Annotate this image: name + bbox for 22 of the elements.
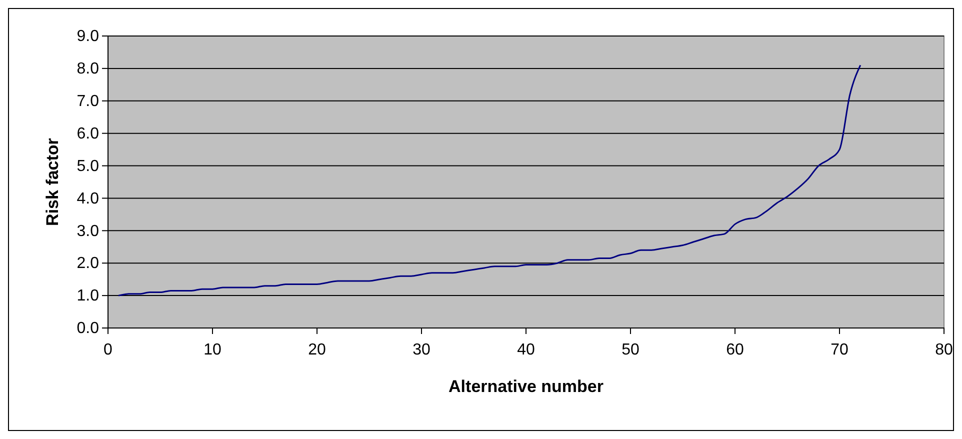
y-tick-label: 3.0 [76, 222, 100, 240]
y-axis-title: Risk factor [43, 138, 62, 226]
y-tick-label: 8.0 [76, 60, 100, 78]
y-tick-label: 0.0 [76, 320, 100, 338]
x-tick-label: 10 [204, 342, 222, 359]
y-tick-label: 4.0 [76, 190, 100, 208]
x-tick-label: 60 [726, 342, 744, 359]
y-tick-label: 1.0 [76, 288, 100, 305]
x-tick-label: 40 [517, 342, 535, 359]
y-tick-label: 9.0 [76, 28, 100, 46]
x-tick-label: 80 [935, 342, 953, 359]
y-tick-label: 2.0 [76, 255, 100, 272]
line-series [118, 64, 862, 296]
x-tick-label: 0 [104, 342, 113, 359]
x-tick-label: 30 [412, 342, 430, 359]
x-tick-label: 70 [830, 342, 848, 359]
x-tick-label: 50 [622, 342, 640, 359]
x-tick-label: 20 [308, 342, 326, 359]
y-tick-label: 6.0 [76, 125, 100, 142]
y-tick-label: 7.0 [76, 93, 100, 110]
y-tick-label: 5.0 [76, 158, 100, 175]
x-axis-title: Alternative number [448, 377, 604, 396]
